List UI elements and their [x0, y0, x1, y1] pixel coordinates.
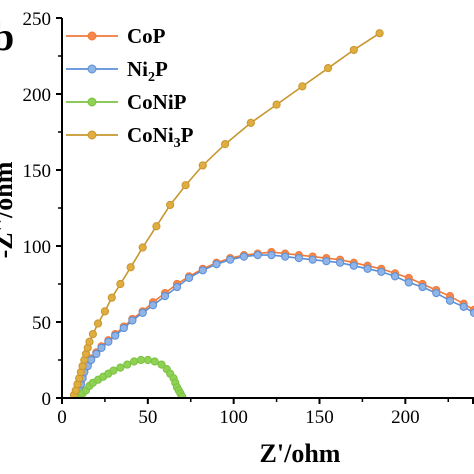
data-point-coni3p — [152, 222, 161, 231]
data-point-coni3p — [375, 29, 384, 38]
data-point-coni3p — [88, 330, 98, 339]
legend-swatch-marker — [87, 130, 97, 140]
data-point-coni3p — [198, 161, 207, 170]
data-point-ni2p — [160, 292, 170, 301]
data-point-ni2p — [87, 355, 96, 365]
data-point-conip — [123, 360, 132, 369]
series-coni3p — [69, 29, 384, 398]
y-tick-label: 0 — [42, 389, 52, 410]
data-point-conip — [130, 357, 139, 366]
data-point-coni3p — [272, 100, 281, 109]
legend-item-cop: CoP — [66, 24, 166, 48]
data-point-ni2p — [97, 343, 106, 352]
legend-swatch-marker — [87, 64, 97, 74]
data-point-ni2p — [445, 296, 455, 305]
data-point-ni2p — [226, 255, 235, 264]
legend-item-conip: CoNiP — [66, 90, 187, 114]
x-tick-label: 100 — [219, 407, 248, 428]
panel-label: b — [0, 14, 14, 59]
data-point-coni3p — [138, 243, 147, 252]
data-point-ni2p — [390, 272, 400, 281]
data-point-coni3p — [93, 319, 103, 328]
series-line-ni2p — [76, 254, 474, 396]
data-point-ni2p — [92, 349, 101, 359]
data-point-ni2p — [349, 261, 358, 270]
data-point-ni2p — [172, 282, 182, 292]
data-point-ni2p — [377, 267, 386, 276]
series-layer — [69, 29, 474, 398]
legend-item-coni3p: CoNi3P — [66, 123, 194, 151]
data-point-ni2p — [267, 251, 276, 260]
y-tick-label: 200 — [23, 85, 52, 106]
data-point-conip — [136, 355, 146, 365]
axes-layer: 0 50 100 150 200 250 0 50 100 150 200 — [23, 9, 474, 428]
data-point-coni3p — [126, 263, 135, 272]
data-point-coni3p — [220, 140, 230, 149]
x-axis-label: Z'/ohm — [260, 439, 341, 468]
data-point-ni2p — [404, 278, 413, 287]
data-point-ni2p — [308, 255, 317, 264]
data-point-ni2p — [336, 258, 345, 267]
data-point-ni2p — [184, 273, 194, 283]
y-axis-label: -Z''/ohm — [0, 161, 18, 258]
data-point-ni2p — [104, 337, 113, 346]
legend-label: CoNi3P — [127, 123, 194, 151]
data-point-ni2p — [469, 308, 474, 317]
data-point-conip — [150, 357, 159, 366]
data-point-conip — [157, 360, 166, 369]
data-point-coni3p — [100, 307, 110, 316]
data-point-coni3p — [116, 279, 125, 289]
data-point-coni3p — [85, 337, 94, 346]
legend-label: CoP — [127, 24, 166, 48]
data-point-ni2p — [294, 254, 303, 263]
data-point-ni2p — [128, 316, 137, 325]
data-point-ni2p — [459, 302, 468, 311]
data-point-conip — [109, 366, 118, 375]
data-point-coni3p — [107, 293, 116, 302]
data-point-ni2p — [418, 282, 427, 292]
x-tick-label: 0 — [57, 407, 67, 428]
data-point-coni3p — [246, 118, 255, 127]
data-point-conip — [116, 363, 125, 372]
data-point-ni2p — [363, 264, 372, 273]
y-tick-label: 50 — [32, 313, 51, 334]
y-tick-label: 100 — [23, 237, 52, 258]
data-point-ni2p — [138, 308, 147, 317]
legend-swatch-marker — [87, 31, 97, 41]
data-point-ni2p — [281, 252, 290, 261]
data-point-ni2p — [111, 331, 120, 340]
series-line-coni3p — [73, 32, 381, 396]
series-line-cop — [76, 251, 474, 396]
data-point-ni2p — [432, 289, 441, 298]
x-tick-label: 150 — [305, 407, 334, 428]
legend: CoP Ni2P CoNiP CoNi3P — [66, 24, 194, 151]
data-point-coni3p — [166, 200, 175, 210]
data-point-ni2p — [253, 251, 262, 260]
data-point-conip — [143, 355, 152, 365]
x-tick-label: 200 — [391, 407, 420, 428]
data-point-ni2p — [322, 257, 331, 266]
legend-item-ni2p: Ni2P — [66, 57, 168, 85]
legend-swatch-marker — [87, 97, 97, 107]
data-point-ni2p — [239, 252, 249, 261]
data-point-coni3p — [349, 45, 358, 55]
data-point-coni3p — [323, 64, 333, 73]
data-point-coni3p — [298, 82, 307, 91]
data-point-coni3p — [181, 181, 190, 190]
data-point-conip — [178, 392, 187, 398]
y-tick-label: 250 — [23, 9, 52, 30]
x-tick-label: 50 — [138, 407, 157, 428]
data-point-ni2p — [212, 260, 221, 269]
data-point-ni2p — [198, 266, 207, 275]
legend-label: Ni2P — [127, 57, 168, 85]
data-point-ni2p — [148, 301, 158, 310]
series-ni2p — [73, 251, 474, 398]
data-point-ni2p — [119, 323, 128, 333]
y-tick-label: 150 — [23, 161, 52, 182]
legend-label: CoNiP — [127, 90, 187, 114]
